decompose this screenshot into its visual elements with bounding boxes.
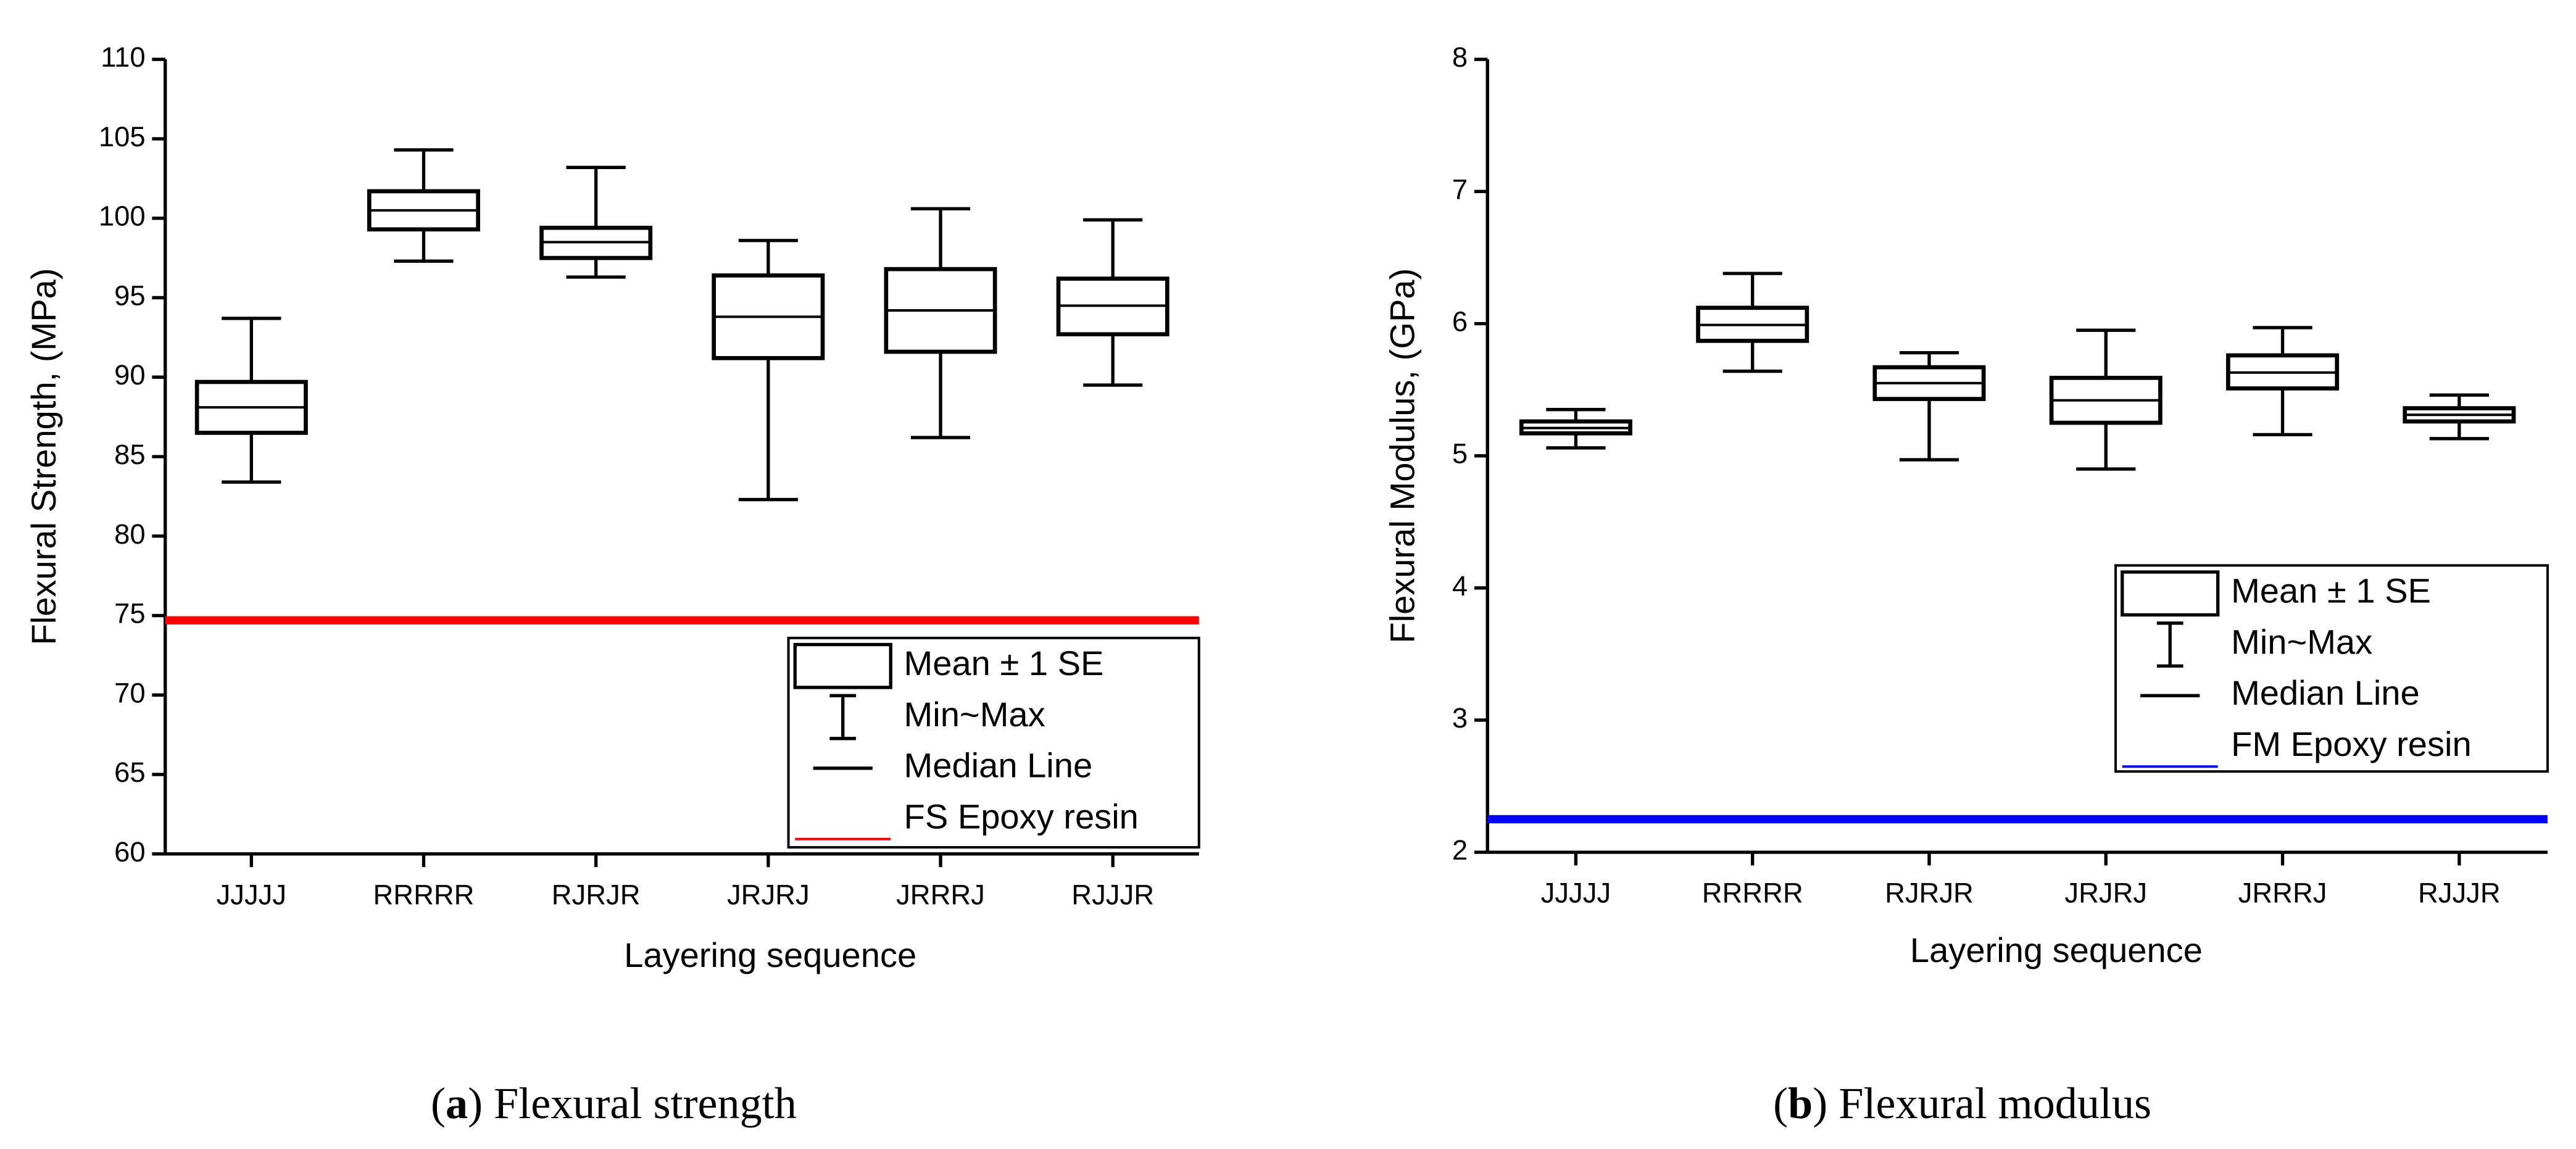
y-tick-label: 6 bbox=[1452, 305, 1468, 337]
x-tick-label: RRRRR bbox=[373, 879, 475, 910]
y-tick-label: 85 bbox=[114, 439, 146, 470]
lower-whisker bbox=[394, 229, 454, 263]
y-tick-label: 100 bbox=[99, 201, 146, 232]
legend: Mean ± 1 SE Min~Max Median Line FS Epoxy re… bbox=[787, 636, 1200, 849]
upper-whisker bbox=[394, 148, 454, 191]
x-tick-label: JJJJJ bbox=[1541, 877, 1611, 909]
upper-whisker bbox=[222, 317, 281, 382]
x-tick-label: RRRRR bbox=[1702, 877, 1803, 909]
x-tick-label: RJRJR bbox=[1885, 877, 1974, 909]
y-tick-label: 65 bbox=[114, 757, 146, 788]
y-tick-label: 2 bbox=[1452, 834, 1468, 866]
caption-part: ( bbox=[431, 1079, 446, 1128]
legend-label: Mean ± 1 SE bbox=[904, 644, 1104, 682]
legend-label: Median Line bbox=[904, 746, 1093, 785]
legend-symbol bbox=[2121, 570, 2220, 617]
x-tick-label: JRJRJ bbox=[2064, 877, 2147, 909]
lower-whisker bbox=[2076, 423, 2136, 471]
lower-whisker bbox=[910, 352, 971, 439]
chart: 60 65 70 75 80 85 90 95 100 105 110 JJJJJ RRRRR RJRJR… bbox=[24, 41, 1200, 1128]
y-tick-label: 70 bbox=[114, 677, 146, 708]
lower-whisker bbox=[566, 258, 626, 279]
upper-whisker bbox=[566, 165, 626, 228]
y-tick-label: 7 bbox=[1452, 173, 1468, 205]
y-tick-label: 8 bbox=[1452, 41, 1468, 73]
x-tick-label: JRRRJ bbox=[896, 879, 985, 910]
x-tick-label: JRRRJ bbox=[2238, 877, 2327, 909]
chart: 2 3 4 5 6 7 8 JJJJJ RRRRR RJRJR JRJRJ JRRRJ RJJJR Fle… bbox=[1382, 41, 2549, 1128]
upper-whisker bbox=[910, 207, 971, 270]
lower-whisker bbox=[1546, 433, 1606, 450]
lower-whisker bbox=[738, 358, 798, 502]
x-tick-label: RJJJR bbox=[1071, 879, 1154, 910]
x-tick-label: RJRJR bbox=[552, 879, 641, 910]
x-axis-title: Layering sequence bbox=[624, 935, 916, 974]
y-tick-label: 5 bbox=[1452, 438, 1468, 470]
y-tick-label: 3 bbox=[1452, 702, 1468, 734]
x-tick-label: RJJJR bbox=[2418, 877, 2501, 909]
y-tick-label: 105 bbox=[99, 121, 146, 152]
lower-whisker bbox=[1899, 399, 1959, 462]
y-tick-label: 110 bbox=[101, 41, 145, 73]
caption-part: a bbox=[446, 1079, 468, 1128]
upper-whisker bbox=[1722, 272, 1782, 308]
y-tick-label: 80 bbox=[114, 518, 146, 550]
caption: (b) Flexural modulus bbox=[1773, 1079, 2151, 1128]
y-axis-title: Flexural Strength, (MPa) bbox=[24, 268, 63, 645]
lower-whisker bbox=[2429, 421, 2489, 441]
lower-whisker bbox=[222, 433, 281, 484]
caption-part: b bbox=[1788, 1079, 1813, 1128]
legend-label: FS Epoxy resin bbox=[904, 797, 1139, 836]
caption-part: ) Flexural strength bbox=[468, 1079, 797, 1128]
legend-label: FM Epoxy resin bbox=[2231, 724, 2472, 763]
x-tick-label: JJJJJ bbox=[217, 879, 287, 910]
caption-part: ) Flexural modulus bbox=[1813, 1079, 2151, 1128]
upper-whisker bbox=[1899, 351, 1959, 368]
legend-label: Min~Max bbox=[904, 695, 1045, 734]
lower-whisker bbox=[1722, 341, 1782, 373]
x-axis-title: Layering sequence bbox=[1910, 931, 2203, 969]
legend-label: Median Line bbox=[2231, 673, 2420, 712]
lower-whisker bbox=[2253, 388, 2312, 437]
legend-label: Mean ± 1 SE bbox=[2231, 571, 2431, 610]
lower-whisker bbox=[1083, 334, 1143, 387]
caption-part: ( bbox=[1773, 1079, 1788, 1128]
upper-whisker bbox=[1083, 218, 1143, 279]
y-tick-label: 95 bbox=[114, 280, 146, 311]
y-tick-label: 75 bbox=[114, 598, 146, 629]
legend: Mean ± 1 SE Min~Max Median Line FM Epoxy re… bbox=[2114, 564, 2549, 773]
y-tick-label: 60 bbox=[114, 836, 146, 868]
x-tick-label: JRJRJ bbox=[727, 879, 810, 910]
legend-label: Min~Max bbox=[2231, 622, 2372, 661]
upper-whisker bbox=[738, 239, 798, 276]
upper-whisker bbox=[2076, 328, 2136, 378]
upper-whisker bbox=[2429, 393, 2489, 409]
caption: (a) Flexural strength bbox=[431, 1079, 797, 1128]
y-tick-label: 90 bbox=[114, 359, 146, 391]
upper-whisker bbox=[2253, 326, 2312, 355]
legend-symbol bbox=[793, 642, 892, 689]
y-axis-title: Flexural Modulus, (GPa) bbox=[1382, 268, 1421, 644]
y-tick-label: 4 bbox=[1452, 570, 1468, 602]
